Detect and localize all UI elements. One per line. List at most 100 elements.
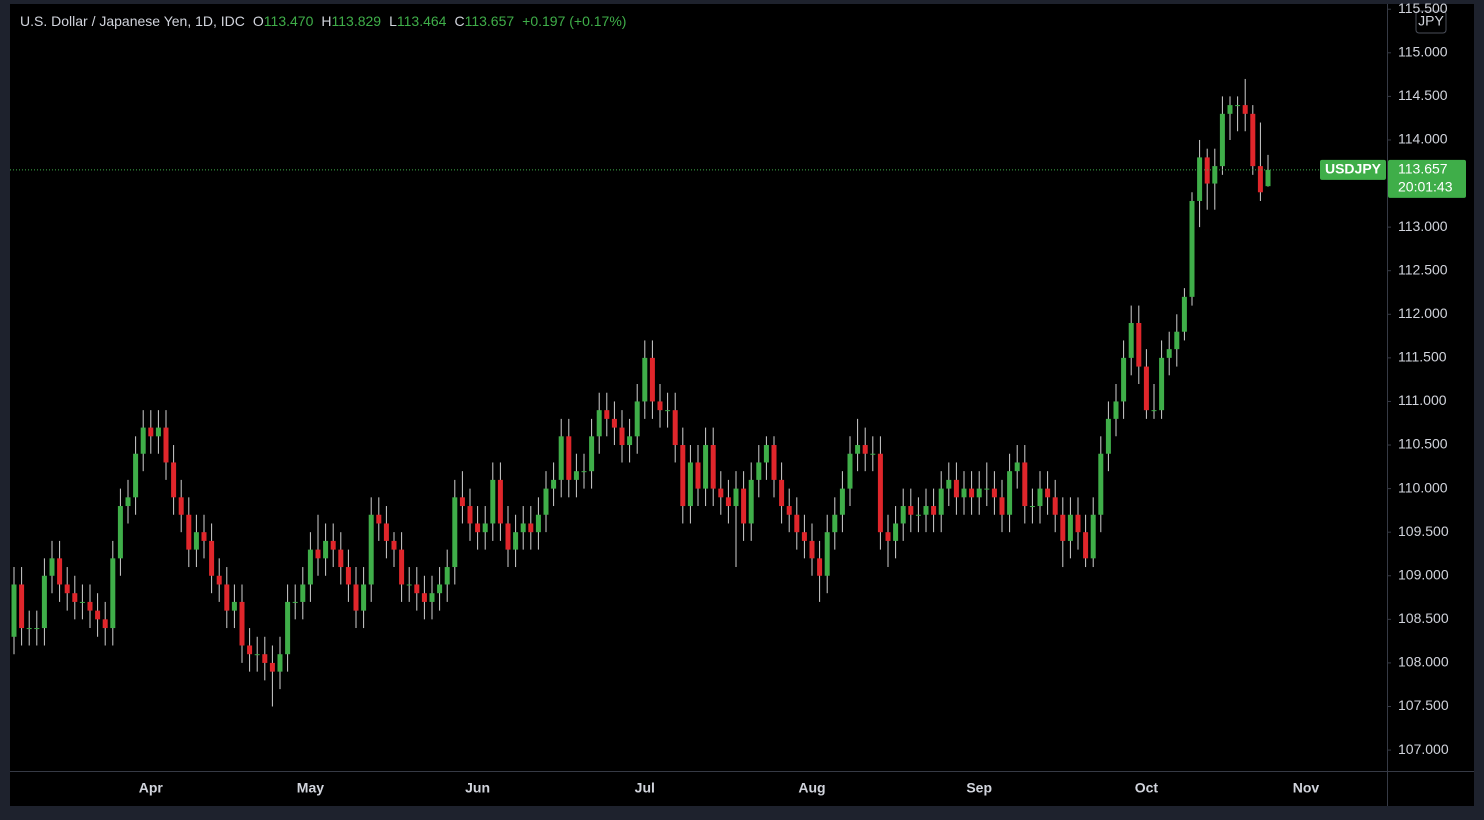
countdown: 20:01:43 (1398, 179, 1453, 195)
x-tick-label: Jun (465, 780, 490, 796)
candle-body (444, 567, 450, 585)
candle-body (231, 601, 237, 611)
candle-body (376, 514, 382, 524)
candle-body (976, 488, 982, 498)
change: +0.197 (+0.17%) (522, 13, 626, 29)
candle-body (102, 619, 108, 629)
candle-body (1174, 331, 1180, 350)
candle-body (186, 514, 192, 550)
y-tick-label: 107.000 (1398, 741, 1449, 757)
x-tick-label: Apr (139, 780, 164, 796)
candle-body (900, 506, 906, 524)
candle-body (771, 445, 777, 480)
candle-body (79, 601, 85, 603)
candle-body (817, 558, 823, 576)
candle-body (201, 532, 207, 541)
candle-body (353, 584, 359, 611)
candle-body (665, 410, 671, 412)
candle-body (277, 654, 283, 672)
candle-body (634, 401, 640, 437)
candle-body (862, 445, 868, 454)
candle-body (26, 628, 32, 630)
candle-body (345, 567, 351, 585)
candle-body (391, 540, 397, 550)
candle-body (1204, 157, 1210, 184)
candle-body (330, 540, 336, 550)
candle-body (687, 462, 693, 507)
ohlc-key: H (321, 13, 331, 29)
candle-body (908, 506, 914, 515)
y-tick-label: 115.500 (1398, 0, 1448, 16)
candle-body (725, 497, 731, 507)
candle-body (657, 401, 663, 411)
x-tick-label: Sep (966, 780, 992, 796)
candle-body (680, 445, 686, 507)
candle-body (452, 497, 458, 568)
candle-body (718, 488, 724, 498)
ohlc-key: O (253, 13, 264, 29)
candle-body (824, 532, 830, 576)
chart-title: U.S. Dollar / Japanese Yen, 1D, IDC (20, 13, 245, 29)
candle-body (34, 628, 40, 630)
candle-body (1257, 166, 1263, 193)
candle-body (794, 514, 800, 533)
candle-body (368, 514, 374, 585)
candle-body (155, 427, 161, 437)
candle-body (292, 601, 298, 603)
candle-body (361, 584, 367, 611)
candle-body (1151, 410, 1157, 412)
candle-body (467, 506, 473, 524)
candle-body (528, 523, 534, 533)
ohlc-value: 113.657 (465, 13, 515, 29)
candle-body (703, 445, 709, 489)
candle-body (307, 549, 313, 585)
candle-body (1197, 157, 1203, 201)
candle-body (239, 601, 245, 646)
y-tick-label: 112.000 (1398, 305, 1448, 321)
y-tick-label: 111.000 (1398, 392, 1447, 408)
y-tick-label: 112.500 (1398, 261, 1448, 277)
candle-body (710, 445, 716, 489)
candle-body (1007, 471, 1013, 515)
y-tick-label: 114.500 (1398, 87, 1448, 103)
candle-body (41, 575, 47, 629)
y-tick-label: 109.000 (1398, 566, 1449, 582)
candle-body (1045, 488, 1051, 498)
candle-body (581, 471, 587, 473)
y-tick-label: 107.500 (1398, 697, 1449, 713)
candle-body (1136, 323, 1142, 367)
candle-body (1265, 169, 1271, 187)
ohlc-key: L (389, 13, 397, 29)
candle-body (551, 479, 557, 489)
candle-body (649, 357, 655, 402)
candle-body (406, 584, 412, 586)
candle-body (520, 523, 526, 533)
candle-body (1212, 166, 1218, 184)
y-tick-label: 108.000 (1398, 654, 1449, 670)
candle-body (262, 654, 268, 663)
candle-body (383, 523, 389, 541)
candle-body (49, 558, 55, 576)
currency-button[interactable] (1415, 10, 1447, 34)
ohlc-value: 113.470 (264, 13, 314, 29)
candle-body (543, 488, 549, 515)
candle-body (399, 549, 405, 585)
y-tick-label: 113.000 (1398, 218, 1448, 234)
candle-body (619, 427, 625, 446)
candle-body (323, 540, 329, 559)
candle-body (953, 479, 959, 498)
candle-body (110, 558, 116, 629)
candle-body (1235, 105, 1241, 107)
candle-body (1219, 113, 1225, 167)
candle-body (1189, 200, 1195, 297)
candle-body (95, 610, 101, 620)
candle-body (1014, 462, 1020, 472)
candle-body (1159, 357, 1165, 411)
candle-body (566, 436, 572, 480)
candle-body (589, 436, 595, 472)
candle-body (1098, 453, 1104, 515)
candle-body (642, 357, 648, 402)
candle-body (300, 584, 306, 602)
